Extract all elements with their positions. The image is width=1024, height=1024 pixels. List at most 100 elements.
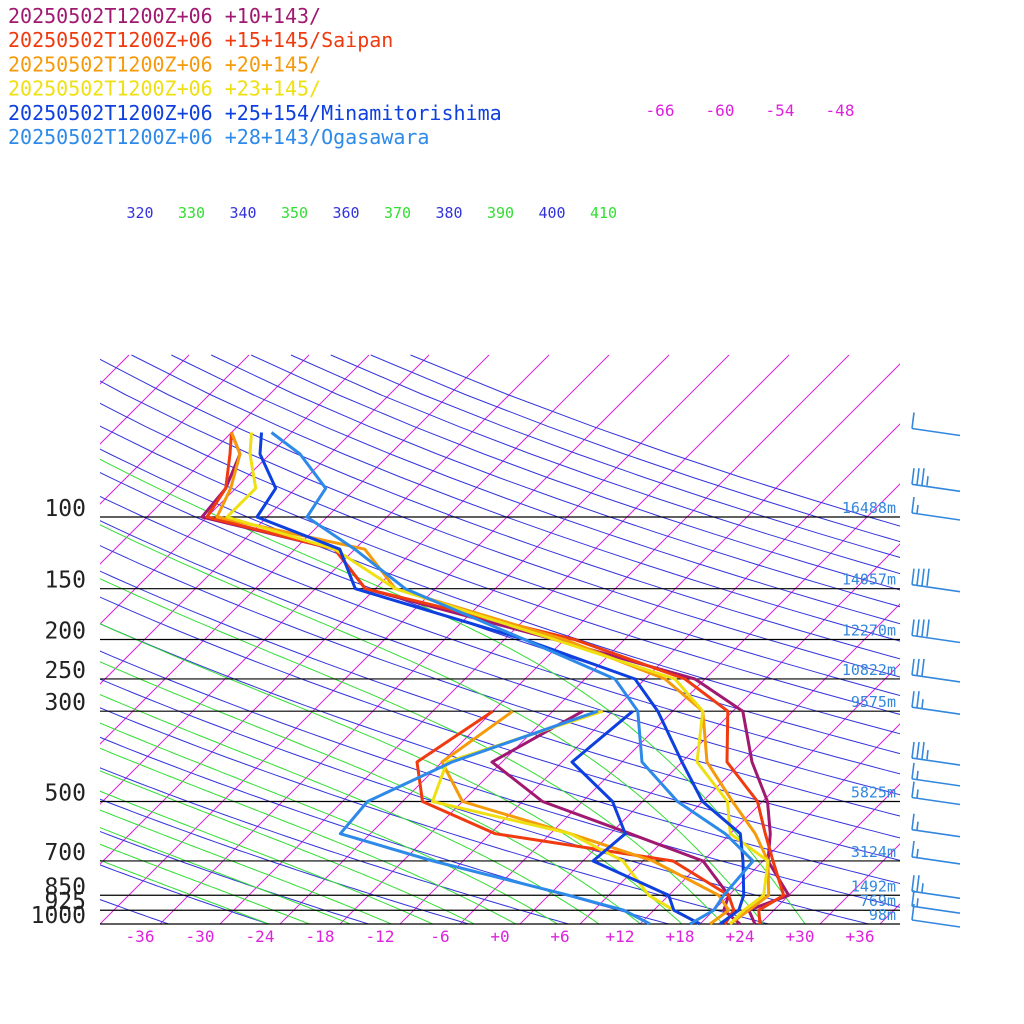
legend-entry: 20250502T1200Z+06 +15+145/Saipan (8, 28, 393, 52)
wind-barb (911, 840, 961, 865)
wind-barb (911, 468, 961, 493)
moist-adiabat-line (100, 859, 271, 924)
theta-label: 400 (538, 204, 565, 222)
isotherm-line (100, 354, 250, 505)
temperature-tick: +36 (846, 927, 875, 946)
isotherm-line (699, 723, 900, 924)
pressure-label: 925 (44, 889, 86, 915)
theta-label: 390 (487, 204, 514, 222)
wind-barb-staff (911, 856, 961, 865)
wind-barb-flag (911, 496, 915, 514)
pressure-label: 700 (44, 840, 86, 866)
moist-adiabat-line (100, 722, 559, 924)
wind-barb-flag (916, 848, 919, 858)
pressure-label: 100 (44, 496, 86, 522)
wind-barb (911, 496, 961, 521)
wind-barb-flag (916, 741, 920, 759)
wind-barb-flag (911, 781, 915, 798)
isotherm-line (0, 355, 9, 924)
moist-adiabat-line (100, 578, 724, 924)
temperature-tick: +12 (606, 927, 635, 946)
wind-barb-flag (921, 741, 925, 759)
temperature-tick: -24 (246, 927, 275, 946)
isotherm-label: -54 (766, 101, 795, 120)
dewpoint-profile-line (570, 710, 701, 926)
temperature-tick: -6 (430, 927, 449, 946)
wind-barb-flag (911, 468, 915, 485)
wind-barb-flag (916, 504, 919, 514)
moist-adiabat-line (100, 694, 600, 924)
wind-barb-flag (926, 619, 930, 637)
wind-barb (911, 568, 961, 593)
dry-adiabat-line (330, 354, 900, 558)
pressure-label: 200 (44, 619, 86, 645)
wind-barb-flag (916, 875, 920, 892)
isotherm-label: -48 (826, 101, 855, 120)
wind-barb (911, 813, 961, 838)
temperature-tick: -36 (126, 927, 155, 946)
wind-barb-staff (911, 674, 961, 683)
wind-barb (911, 741, 961, 766)
wind-barb (911, 890, 961, 915)
temperature-tick: +6 (550, 927, 569, 946)
temperature-profile-line (200, 431, 791, 925)
legend-entry: 20250502T1200Z+06 +20+145/ (8, 52, 321, 76)
moist-adiabat-line (100, 809, 393, 924)
dry-adiabat-line (100, 358, 900, 660)
dry-adiabat-line (370, 354, 900, 543)
wind-barb-flag (911, 658, 915, 676)
theta-label: 360 (332, 204, 359, 222)
wind-barb-flag (916, 468, 920, 485)
dry-adiabat-line (100, 545, 900, 817)
wind-barb-flag (916, 691, 920, 708)
wind-barb-flag (921, 468, 925, 486)
pressure-label: 150 (44, 568, 86, 594)
height-label: 98m (869, 906, 896, 924)
dry-adiabat-line (100, 798, 471, 924)
dry-adiabat-line (100, 495, 900, 775)
temperature-profile-line (225, 432, 770, 926)
pressure-label: 300 (44, 690, 86, 716)
wind-barb-flag (926, 749, 929, 760)
wind-barb-staff (911, 512, 961, 521)
dry-adiabat-line (410, 354, 900, 527)
dry-adiabat-line (100, 678, 871, 924)
wind-barb-staff (911, 905, 961, 915)
height-label: 769m (860, 892, 896, 910)
wind-barb (911, 412, 961, 437)
wind-barb-staff (911, 778, 961, 787)
theta-label: 380 (435, 204, 462, 222)
isotherm-label: -66 (646, 101, 675, 120)
dewpoint-profile-line (415, 709, 736, 925)
legend-entry: 20250502T1200Z+06 +10+143/ (8, 4, 321, 28)
wind-barb-flag (926, 568, 930, 586)
wind-barb-flag (916, 770, 919, 780)
wind-barb-staff (911, 828, 961, 838)
temperature-tick: +18 (666, 927, 695, 946)
wind-barb-flag (916, 821, 919, 831)
isotherm-line (940, 355, 1024, 924)
temperature-profile-line (205, 432, 786, 925)
wind-barb (911, 875, 961, 900)
dry-adiabat-line (100, 707, 771, 924)
wind-barb-flag (911, 741, 915, 759)
wind-barb-flag (921, 568, 925, 586)
legend-entry: 20250502T1200Z+06 +25+154/Minamitorishim… (8, 101, 502, 125)
wind-barb-flag (916, 658, 920, 676)
height-label: 16488m (842, 499, 896, 517)
chart-legend: 20250502T1200Z+06 +10+143/20250502T1200Z… (8, 4, 502, 149)
wind-barb-staff (911, 634, 961, 644)
temperature-profile-line (270, 431, 755, 926)
isotherm-line (759, 783, 900, 924)
theta-label: 370 (384, 204, 411, 222)
isotherm-line (879, 903, 900, 924)
wind-barb (911, 762, 961, 787)
temperature-tick: +24 (726, 927, 755, 946)
theta-label: 350 (281, 204, 308, 222)
axis-labels: 100 16488m 150 14057m 200 12270m 250 10822m 300 9… (31, 101, 896, 946)
wind-barb (911, 781, 961, 806)
legend-entry: 20250502T1200Z+06 +23+145/ (8, 77, 321, 101)
moist-adiabat-line (100, 790, 434, 924)
theta-label: 330 (178, 204, 205, 222)
